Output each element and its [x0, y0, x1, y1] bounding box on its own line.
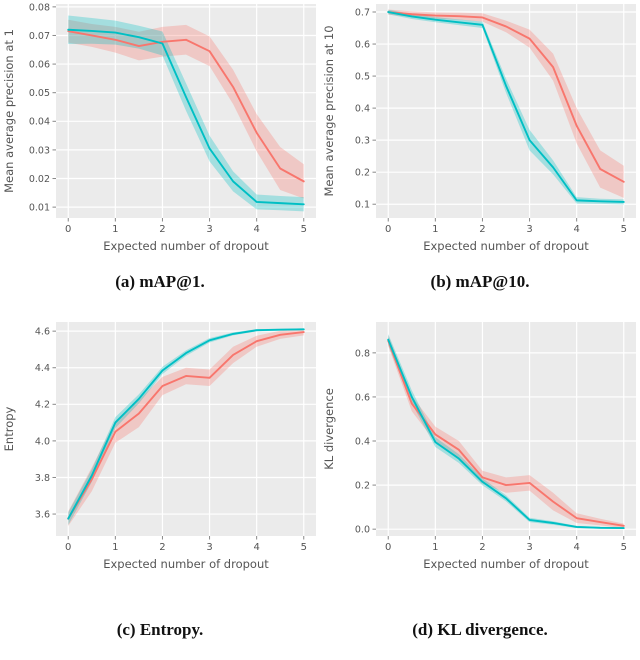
- x-tick-label: 5: [621, 542, 627, 553]
- subfigure-a: 0.01 0.02 0.03 0.04 0.05 0.06 0.07 0.08 0 1 2 3 4 5 Ex…: [0, 0, 320, 308]
- x-tick-label: 3: [206, 224, 212, 235]
- confidence-band-red: [68, 328, 304, 526]
- y-tick-label: 0.1: [355, 200, 370, 211]
- x-tick-label: 2: [479, 224, 485, 235]
- x-axis-label: Expected number of dropout: [103, 557, 269, 571]
- chart-canvas: 0.01 0.02 0.03 0.04 0.05 0.06 0.07 0.08 0 1 2 3 4 5 Ex…: [2, 2, 316, 253]
- plot-area-content: [387, 334, 625, 530]
- subfigure-b: 0.1 0.2 0.3 0.4 0.5 0.6 0.7 0 1 2 3 4 5 Expected numb…: [320, 0, 640, 308]
- y-tick-label: 0.02: [29, 174, 50, 185]
- series-line-teal: [387, 11, 625, 203]
- x-tick-label: 2: [479, 542, 485, 553]
- x-tick-label: 0: [385, 224, 391, 235]
- y-tick-label: 0.8: [355, 348, 370, 359]
- x-axis-label: Expected number of dropout: [423, 557, 589, 571]
- confidence-band-teal: [68, 328, 304, 526]
- chart-map1: 0.01 0.02 0.03 0.04 0.05 0.06 0.07 0.08 0 1 2 3 4 5 Ex…: [0, 0, 320, 256]
- y-axis-label: Mean average precision at 10: [322, 25, 336, 196]
- plot-area-content: [67, 15, 305, 212]
- y-axis-label: Mean average precision at 1: [2, 29, 16, 193]
- x-tick-label: 3: [526, 224, 532, 235]
- chart-map10: 0.1 0.2 0.3 0.4 0.5 0.6 0.7 0 1 2 3 4 5 Expected numb…: [320, 0, 640, 256]
- y-tick-label: 4.0: [35, 436, 50, 447]
- y-tick-label: 0.07: [29, 31, 50, 42]
- y-tick-label: 3.8: [35, 473, 50, 484]
- x-tick-label: 1: [112, 542, 118, 553]
- chart-canvas: 0.1 0.2 0.3 0.4 0.5 0.6 0.7 0 1 2 3 4 5 Expected numb…: [322, 4, 636, 253]
- x-tick-label: 0: [65, 224, 71, 235]
- x-tick-label: 4: [573, 224, 579, 235]
- series-line-red: [387, 339, 625, 527]
- y-tick-label: 0.3: [355, 136, 370, 147]
- chart-kl-divergence: 0.0 0.2 0.4 0.6 0.8 0 1 2 3 4 5 Expected number of …: [320, 318, 640, 574]
- x-tick-label: 4: [253, 542, 259, 553]
- subfigure-d-caption: (d) KL divergence.: [412, 620, 548, 639]
- y-tick-label: 0.01: [29, 203, 50, 214]
- plot-area-content: [67, 328, 305, 526]
- y-tick-label: 0.6: [355, 392, 370, 403]
- x-tick-label: 3: [526, 542, 532, 553]
- chart-canvas: 3.6 3.8 4.0 4.2 4.4 4.6 0 1 2 3 4 5 Expected number …: [2, 322, 316, 571]
- subfigure-a-caption: (a) mAP@1.: [115, 272, 205, 291]
- y-tick-label: 0.2: [355, 168, 370, 179]
- series-line-red: [387, 11, 625, 183]
- y-tick-label: 3.6: [35, 509, 50, 520]
- confidence-band-red: [388, 9, 624, 198]
- confidence-band-red: [388, 335, 624, 529]
- y-tick-label: 0.7: [355, 7, 370, 18]
- y-tick-label: 0.06: [29, 59, 50, 70]
- x-tick-label: 1: [432, 542, 438, 553]
- x-tick-label: 4: [253, 224, 259, 235]
- y-tick-label: 0.08: [29, 2, 50, 13]
- subfigure-c: 3.6 3.8 4.0 4.2 4.4 4.6 0 1 2 3 4 5 Expected number …: [0, 308, 320, 660]
- x-tick-label: 0: [65, 542, 71, 553]
- plot-background: [376, 322, 636, 536]
- x-tick-label: 4: [573, 542, 579, 553]
- x-tick-label: 2: [159, 224, 165, 235]
- y-tick-label: 0.2: [355, 480, 370, 491]
- x-tick-label: 3: [206, 542, 212, 553]
- y-tick-label: 0.5: [355, 71, 370, 82]
- x-tick-label: 1: [112, 224, 118, 235]
- subfigure-d: 0.0 0.2 0.4 0.6 0.8 0 1 2 3 4 5 Expected number of …: [320, 308, 640, 660]
- series-line-red: [67, 331, 305, 520]
- x-tick-label: 5: [301, 224, 307, 235]
- plot-background: [376, 4, 636, 218]
- y-tick-label: 4.4: [35, 363, 50, 374]
- subfigure-c-caption: (c) Entropy.: [116, 620, 204, 639]
- x-axis-label: Expected number of dropout: [103, 239, 269, 253]
- confidence-band-red: [68, 19, 304, 199]
- plot-area-content: [387, 9, 625, 205]
- y-tick-label: 4.2: [35, 400, 50, 411]
- y-axis-label: KL divergence: [322, 388, 336, 470]
- y-tick-label: 4.6: [35, 327, 50, 338]
- y-tick-label: 0.0: [355, 525, 370, 536]
- y-axis-label: Entropy: [2, 406, 16, 451]
- series-line-teal: [67, 328, 305, 520]
- series-line-teal: [67, 28, 305, 206]
- chart-canvas: 0.0 0.2 0.4 0.6 0.8 0 1 2 3 4 5 Expected number of …: [322, 322, 636, 571]
- x-axis-label: Expected number of dropout: [423, 239, 589, 253]
- y-tick-label: 0.6: [355, 39, 370, 50]
- series-line-teal: [387, 338, 625, 530]
- x-tick-label: 2: [159, 542, 165, 553]
- x-tick-label: 1: [432, 224, 438, 235]
- series-line-red: [67, 30, 305, 183]
- subfigure-b-caption: (b) mAP@10.: [430, 272, 530, 291]
- y-tick-label: 0.04: [29, 117, 50, 128]
- y-tick-label: 0.03: [29, 145, 50, 156]
- x-tick-label: 5: [301, 542, 307, 553]
- x-tick-label: 5: [621, 224, 627, 235]
- y-tick-label: 0.05: [29, 88, 50, 99]
- plot-background: [56, 322, 316, 536]
- y-tick-label: 0.4: [355, 436, 370, 447]
- x-tick-label: 0: [385, 542, 391, 553]
- y-tick-label: 0.4: [355, 104, 370, 115]
- chart-entropy: 3.6 3.8 4.0 4.2 4.4 4.6 0 1 2 3 4 5 Expected number …: [0, 318, 320, 574]
